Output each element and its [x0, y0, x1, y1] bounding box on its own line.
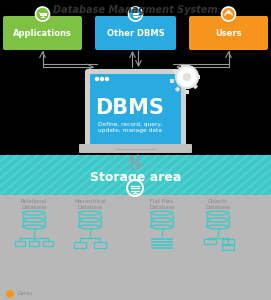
- Circle shape: [36, 7, 50, 21]
- Bar: [172, 69, 178, 74]
- Text: Other DBMS: Other DBMS: [107, 28, 164, 38]
- Bar: [170, 79, 175, 83]
- Text: DBMS: DBMS: [96, 98, 164, 118]
- Circle shape: [128, 7, 143, 21]
- Bar: [190, 66, 195, 72]
- FancyBboxPatch shape: [3, 16, 82, 50]
- Circle shape: [176, 66, 198, 88]
- Circle shape: [101, 77, 104, 80]
- Bar: [195, 75, 199, 79]
- Text: Objects
Database: Objects Database: [205, 199, 231, 210]
- Text: Relational
Database: Relational Database: [21, 199, 47, 210]
- Circle shape: [6, 290, 14, 298]
- Circle shape: [127, 180, 143, 196]
- Text: Users: Users: [215, 28, 242, 38]
- FancyBboxPatch shape: [86, 70, 185, 147]
- Circle shape: [183, 73, 191, 81]
- FancyBboxPatch shape: [95, 16, 176, 50]
- Text: Storage area: Storage area: [90, 170, 181, 184]
- Text: Define, record, query,
update, manage data: Define, record, query, update, manage da…: [98, 122, 162, 133]
- FancyBboxPatch shape: [79, 144, 192, 153]
- Bar: [0, 155, 271, 195]
- Text: Devey: Devey: [17, 292, 33, 296]
- Circle shape: [105, 77, 108, 80]
- Bar: [185, 89, 189, 94]
- Text: Database Managment System: Database Managment System: [53, 5, 218, 15]
- Circle shape: [221, 7, 235, 21]
- Text: Flat Files
Database: Flat Files Database: [149, 199, 175, 210]
- Circle shape: [227, 10, 230, 14]
- Bar: [181, 64, 185, 68]
- Text: Applications: Applications: [13, 28, 72, 38]
- Text: Hierarchical
Database: Hierarchical Database: [74, 199, 106, 210]
- FancyBboxPatch shape: [189, 16, 268, 50]
- FancyBboxPatch shape: [90, 74, 181, 144]
- Bar: [175, 86, 180, 92]
- Bar: [192, 84, 198, 89]
- Bar: [0, 195, 271, 300]
- Circle shape: [95, 77, 98, 80]
